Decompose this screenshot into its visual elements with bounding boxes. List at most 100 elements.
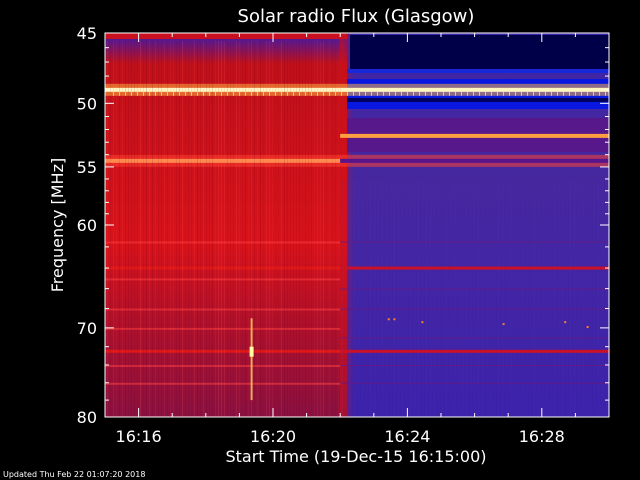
band-dot bbox=[497, 91, 498, 96]
band-dot bbox=[491, 91, 492, 96]
texture-line bbox=[542, 178, 544, 417]
band-dot bbox=[161, 91, 162, 96]
navy-block bbox=[350, 35, 609, 69]
texture-line bbox=[254, 41, 255, 417]
band-dot bbox=[581, 91, 582, 96]
band-dot bbox=[269, 91, 270, 96]
burst-core bbox=[249, 346, 254, 357]
burst-spot bbox=[564, 321, 567, 324]
band-dot bbox=[377, 91, 378, 96]
texture-line bbox=[239, 41, 240, 417]
band-dot bbox=[455, 91, 456, 96]
x-tick-label: 16:24 bbox=[384, 427, 430, 446]
texture-line bbox=[203, 41, 204, 417]
band-dot bbox=[263, 91, 264, 96]
texture-line bbox=[566, 178, 568, 417]
faint-stripe bbox=[340, 288, 609, 290]
left-stripe bbox=[105, 308, 341, 311]
texture-line bbox=[134, 41, 135, 417]
texture-line bbox=[185, 41, 186, 417]
band-dot bbox=[593, 91, 594, 96]
texture-line bbox=[486, 178, 488, 417]
left-stripe bbox=[105, 327, 341, 330]
texture-line bbox=[290, 41, 291, 417]
texture-line bbox=[474, 178, 476, 417]
y-tick-label: 55 bbox=[77, 158, 97, 177]
texture-line bbox=[314, 41, 315, 417]
band-dot bbox=[167, 91, 168, 96]
band-dot bbox=[359, 91, 360, 96]
band-dot bbox=[131, 91, 132, 96]
texture-line bbox=[308, 41, 309, 417]
band-dot bbox=[257, 91, 258, 96]
texture-line bbox=[538, 178, 540, 417]
texture-line bbox=[224, 41, 225, 417]
texture-line bbox=[550, 178, 552, 417]
band-dot bbox=[323, 91, 324, 96]
band-dot bbox=[143, 91, 144, 96]
band-dot bbox=[401, 91, 402, 96]
band-dot bbox=[137, 91, 138, 96]
band-dot bbox=[587, 91, 588, 96]
band-dot bbox=[293, 91, 294, 96]
texture-line bbox=[299, 41, 300, 417]
faint-stripe bbox=[340, 337, 609, 339]
y-tick-label: 50 bbox=[77, 94, 97, 113]
y-axis-label: Frequency [MHz] bbox=[48, 158, 67, 292]
texture-line bbox=[370, 178, 372, 417]
band-dot bbox=[503, 91, 504, 96]
texture-line bbox=[514, 178, 516, 417]
texture-line bbox=[366, 178, 368, 417]
texture-line bbox=[346, 178, 348, 417]
texture-line bbox=[260, 41, 261, 417]
texture-line bbox=[490, 178, 492, 417]
band-dot bbox=[149, 91, 150, 96]
texture-line bbox=[335, 41, 336, 417]
left-stripe bbox=[105, 382, 341, 385]
band-dot bbox=[527, 91, 528, 96]
bright-band bbox=[340, 158, 609, 163]
band-dot bbox=[473, 91, 474, 96]
band-dot bbox=[371, 91, 372, 96]
texture-line bbox=[149, 41, 150, 417]
burst-spot bbox=[502, 323, 505, 326]
texture-line bbox=[311, 41, 312, 417]
texture-line bbox=[170, 41, 171, 417]
band-dot bbox=[425, 91, 426, 96]
texture-line bbox=[116, 41, 117, 417]
x-tick-label: 16:16 bbox=[116, 427, 162, 446]
texture-line bbox=[251, 41, 252, 417]
band-dot bbox=[347, 91, 348, 96]
texture-line bbox=[218, 41, 219, 417]
band-dot bbox=[485, 91, 486, 96]
texture-line bbox=[582, 178, 584, 417]
band-dot bbox=[179, 91, 180, 96]
band-dot bbox=[389, 91, 390, 96]
texture-line bbox=[526, 178, 528, 417]
texture-line bbox=[128, 41, 129, 417]
texture-line bbox=[155, 41, 156, 417]
bright-band bbox=[105, 87, 341, 92]
texture-line bbox=[430, 178, 432, 417]
band-dot bbox=[605, 91, 606, 96]
band-dot bbox=[341, 91, 342, 96]
band-dot bbox=[461, 91, 462, 96]
texture-line bbox=[179, 41, 180, 417]
band-dot bbox=[287, 91, 288, 96]
y-tick-label: 45 bbox=[77, 24, 97, 43]
texture-line bbox=[188, 41, 189, 417]
texture-line bbox=[422, 178, 424, 417]
texture-line bbox=[382, 178, 384, 417]
texture-line bbox=[598, 178, 600, 417]
texture-line bbox=[182, 41, 183, 417]
texture-line bbox=[498, 178, 500, 417]
faint-stripe bbox=[340, 364, 609, 366]
band-dot bbox=[245, 91, 246, 96]
band-dot bbox=[365, 91, 366, 96]
x-axis-label: Start Time (19-Dec-15 16:15:00) bbox=[225, 447, 486, 466]
texture-line bbox=[454, 178, 456, 417]
texture-line bbox=[323, 41, 324, 417]
left-stripe bbox=[105, 364, 341, 367]
burst-column bbox=[250, 318, 253, 401]
texture-line bbox=[482, 178, 484, 417]
